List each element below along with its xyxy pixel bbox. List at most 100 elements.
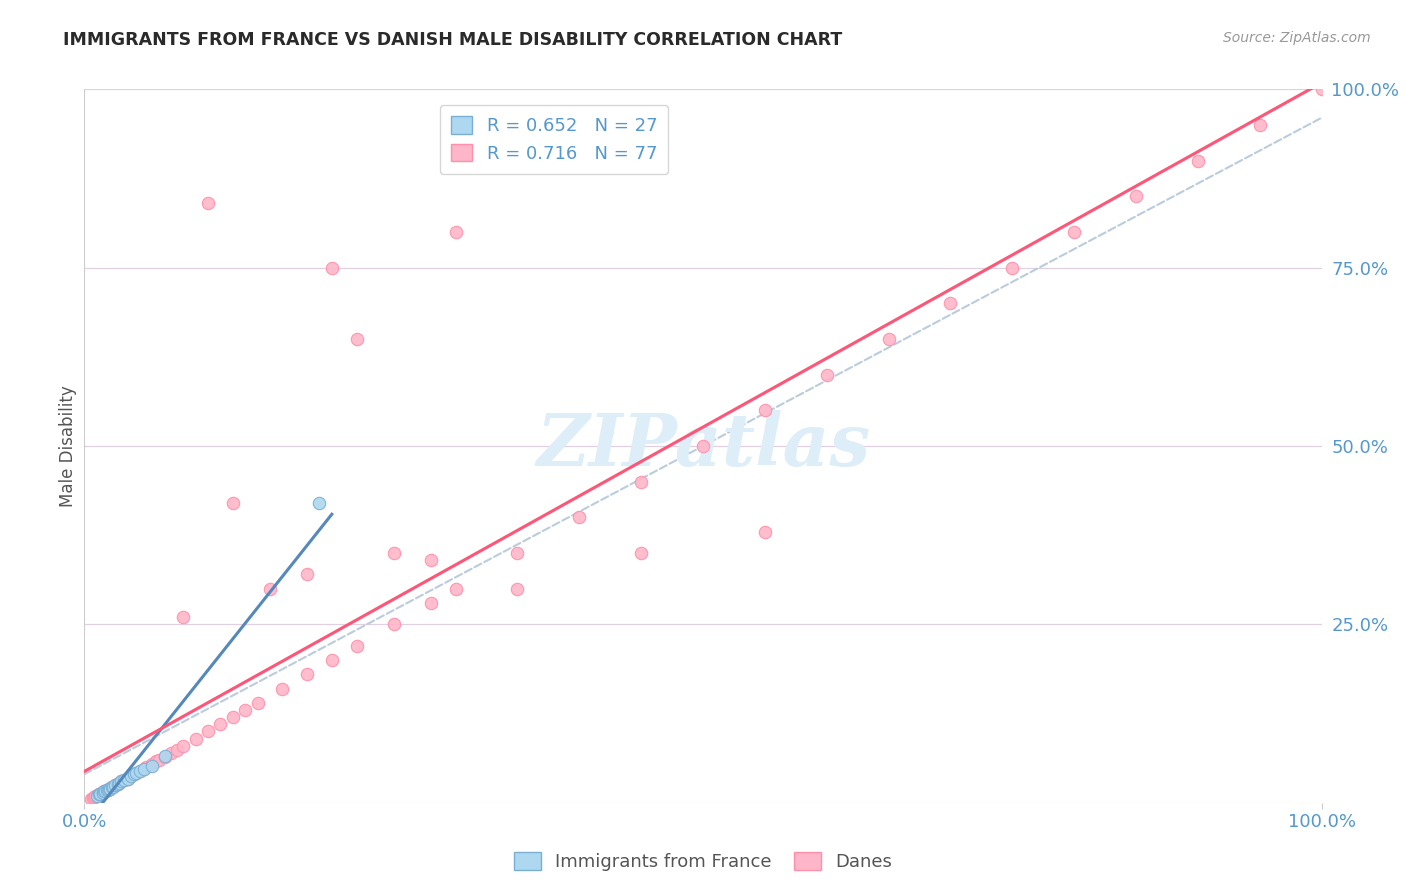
Legend: R = 0.652   N = 27, R = 0.716   N = 77: R = 0.652 N = 27, R = 0.716 N = 77 xyxy=(440,105,668,174)
Point xyxy=(568,510,591,524)
Legend: Immigrants from France, Danes: Immigrants from France, Danes xyxy=(506,846,900,879)
Point xyxy=(125,765,148,780)
Point xyxy=(104,778,127,792)
Point xyxy=(120,769,142,783)
Point xyxy=(89,787,111,801)
Point xyxy=(97,783,120,797)
Point xyxy=(197,724,219,739)
Point xyxy=(172,610,194,624)
Point xyxy=(108,776,131,790)
Point xyxy=(89,787,111,801)
Point xyxy=(101,780,124,794)
Point xyxy=(110,774,132,789)
Point xyxy=(160,746,183,760)
Point xyxy=(1001,260,1024,275)
Point xyxy=(630,546,652,560)
Point xyxy=(100,780,122,794)
Point xyxy=(419,596,441,610)
Point xyxy=(939,296,962,310)
Point xyxy=(103,779,125,793)
Point xyxy=(91,785,114,799)
Point xyxy=(97,783,120,797)
Point xyxy=(1310,82,1333,96)
Point xyxy=(506,546,529,560)
Point xyxy=(91,785,114,799)
Point xyxy=(112,772,135,787)
Point xyxy=(295,567,318,582)
Point xyxy=(107,777,129,791)
Point xyxy=(141,758,163,772)
Point xyxy=(222,496,245,510)
Point xyxy=(100,780,122,794)
Point xyxy=(112,772,135,787)
Point xyxy=(754,524,776,539)
Point xyxy=(91,786,114,800)
Point xyxy=(86,789,108,803)
Point xyxy=(117,772,139,786)
Point xyxy=(90,786,112,800)
Point xyxy=(1125,189,1147,203)
Point xyxy=(120,769,142,783)
Point xyxy=(117,772,139,786)
Point xyxy=(125,765,148,780)
Point xyxy=(346,639,368,653)
Point xyxy=(1063,225,1085,239)
Point xyxy=(346,332,368,346)
Point xyxy=(83,790,105,805)
Point xyxy=(86,789,108,803)
Point xyxy=(141,757,163,772)
Point xyxy=(506,582,529,596)
Point xyxy=(107,776,129,790)
Point xyxy=(295,667,318,681)
Point xyxy=(259,582,281,596)
Text: Source: ZipAtlas.com: Source: ZipAtlas.com xyxy=(1223,31,1371,45)
Point xyxy=(815,368,838,382)
Point xyxy=(382,617,405,632)
Point xyxy=(89,787,111,801)
Point xyxy=(209,717,232,731)
Point xyxy=(1249,118,1271,132)
Point xyxy=(419,553,441,567)
Point xyxy=(321,260,343,275)
Point xyxy=(630,475,652,489)
Point xyxy=(87,788,110,802)
Point xyxy=(122,767,145,781)
Point xyxy=(197,196,219,211)
Point xyxy=(184,731,207,746)
Point xyxy=(94,783,117,797)
Text: IMMIGRANTS FROM FRANCE VS DANISH MALE DISABILITY CORRELATION CHART: IMMIGRANTS FROM FRANCE VS DANISH MALE DI… xyxy=(63,31,842,49)
Point xyxy=(145,755,167,769)
Point xyxy=(104,778,127,792)
Point xyxy=(129,764,152,779)
Point xyxy=(1187,153,1209,168)
Point xyxy=(98,781,121,796)
Point xyxy=(135,760,157,774)
Point xyxy=(110,774,132,789)
Point xyxy=(98,781,121,796)
Point xyxy=(444,225,467,239)
Point xyxy=(692,439,714,453)
Point xyxy=(382,546,405,560)
Point xyxy=(89,787,111,801)
Point xyxy=(153,750,176,764)
Point xyxy=(148,753,170,767)
Point xyxy=(222,710,245,724)
Point xyxy=(153,749,176,764)
Point xyxy=(79,792,101,806)
Point xyxy=(754,403,776,417)
Point xyxy=(122,767,145,781)
Point xyxy=(94,783,117,797)
Point xyxy=(132,762,155,776)
Point xyxy=(132,762,155,776)
Point xyxy=(166,743,188,757)
Point xyxy=(98,780,121,795)
Point xyxy=(108,776,131,790)
Point xyxy=(129,764,152,779)
Point xyxy=(308,496,330,510)
Point xyxy=(82,790,104,805)
Point xyxy=(96,783,118,797)
Y-axis label: Male Disability: Male Disability xyxy=(59,385,77,507)
Point xyxy=(172,739,194,753)
Point xyxy=(93,784,115,798)
Point xyxy=(271,681,294,696)
